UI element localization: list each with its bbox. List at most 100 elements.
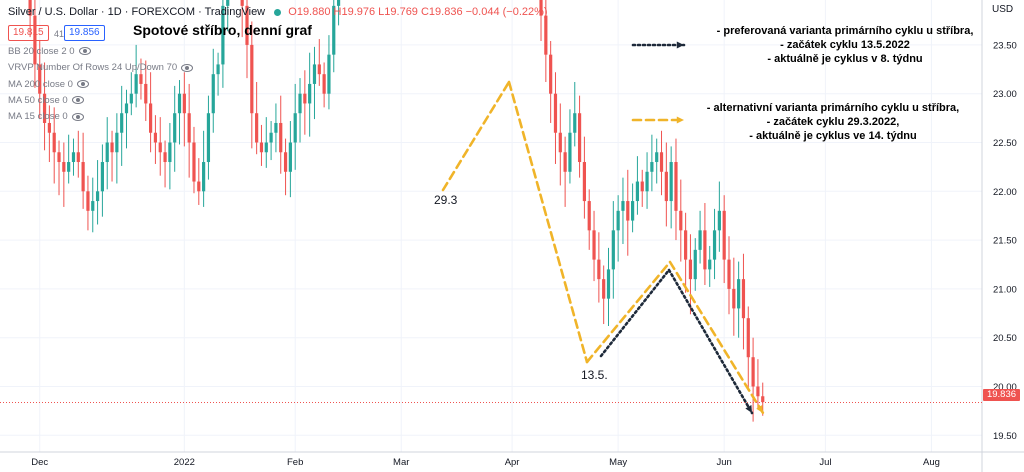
candle-body bbox=[327, 54, 331, 94]
y-tick-label: 20.50 bbox=[993, 333, 1017, 344]
candle-body bbox=[712, 230, 717, 260]
candle-body bbox=[95, 191, 100, 202]
indicator-vrvp[interactable]: VRVP Number Of Rows 24 Up/Down 70 bbox=[8, 60, 194, 76]
candle-body bbox=[631, 201, 635, 221]
indicator-vrvp-label: VRVP Number Of Rows 24 Up/Down 70 bbox=[8, 62, 178, 74]
eye-icon[interactable] bbox=[71, 96, 84, 105]
currency-label[interactable]: USD bbox=[992, 4, 1014, 15]
buy-price-button[interactable]: 19.856 bbox=[64, 25, 105, 41]
indicator-ma15-label: MA 15 close 0 bbox=[8, 111, 68, 123]
candle-body bbox=[28, 0, 32, 16]
y-tick-label: 22.50 bbox=[993, 138, 1017, 149]
candle-body bbox=[163, 152, 167, 163]
chart-title: Spotové stříbro, denní graf bbox=[133, 22, 312, 38]
eye-icon[interactable] bbox=[71, 112, 84, 121]
sell-price-button[interactable]: 19.815 bbox=[8, 25, 49, 41]
candle-body bbox=[756, 386, 760, 397]
indicator-ma200-label: MA 200 close 0 bbox=[8, 78, 73, 90]
x-tick-label: Dec bbox=[31, 457, 48, 468]
y-tick-label: 22.00 bbox=[993, 187, 1017, 198]
candle-body bbox=[81, 162, 85, 192]
candle-body bbox=[635, 181, 640, 202]
candle-body bbox=[269, 132, 273, 143]
y-tick-label: 21.50 bbox=[993, 236, 1017, 247]
candle-body bbox=[688, 259, 693, 280]
symbol-header: Silver / U.S. Dollar · 1D · FOREXCOM · T… bbox=[8, 6, 548, 18]
candle-body bbox=[553, 93, 558, 133]
candle-body bbox=[655, 152, 659, 163]
pref-cycle-leg-head bbox=[745, 405, 752, 413]
candle-body bbox=[221, 5, 225, 65]
candle-body bbox=[298, 93, 302, 114]
candle-body bbox=[115, 132, 119, 153]
indicator-ma200[interactable]: MA 200 close 0 bbox=[8, 77, 193, 93]
candle-body bbox=[168, 142, 172, 163]
alternative-cycle-note: - alternativní varianta primárního cyklu… bbox=[688, 101, 978, 143]
candle-body bbox=[47, 122, 51, 133]
symbol-name[interactable]: Silver / U.S. Dollar · 1D · FOREXCOM · T… bbox=[8, 6, 266, 18]
candle-body bbox=[110, 142, 114, 153]
candle-body bbox=[722, 210, 726, 260]
ohlc-values: O19.880 H19.976 L19.769 C19.836 −0.044 (… bbox=[288, 6, 548, 18]
candle-body bbox=[250, 44, 254, 114]
candle-body bbox=[255, 113, 259, 143]
candle-body bbox=[737, 279, 741, 309]
candle-body bbox=[577, 113, 582, 163]
candle-body bbox=[139, 74, 143, 84]
candle-body bbox=[129, 93, 133, 104]
candle-body bbox=[71, 152, 76, 163]
spread-value: 41 bbox=[54, 29, 65, 39]
indicator-ma15[interactable]: MA 15 close 0 bbox=[8, 109, 193, 125]
candle-body bbox=[303, 93, 307, 104]
candle-body bbox=[332, 5, 336, 55]
eye-icon[interactable] bbox=[78, 47, 91, 56]
candle-body bbox=[240, 0, 244, 6]
candle-body bbox=[124, 103, 129, 114]
candle-body bbox=[38, 64, 42, 94]
alt-cycle-leg bbox=[507, 80, 589, 364]
candle-body bbox=[558, 132, 562, 153]
y-tick-label: 21.00 bbox=[993, 284, 1017, 295]
eye-icon[interactable] bbox=[76, 80, 89, 89]
candle-body bbox=[279, 122, 283, 153]
candle-body bbox=[539, 0, 543, 16]
preferred-note-line: - začátek cyklu 13.5.2022 bbox=[780, 39, 910, 51]
candle-body bbox=[573, 113, 577, 133]
preferred-note-line: - aktuálně je cyklus v 8. týdnu bbox=[767, 53, 923, 65]
indicator-ma50[interactable]: MA 50 close 0 bbox=[8, 93, 193, 109]
candle-body bbox=[727, 259, 731, 289]
alternative-note-line: - alternativní varianta primárního cyklu… bbox=[706, 102, 960, 114]
candle-body bbox=[67, 162, 71, 172]
eye-icon[interactable] bbox=[181, 63, 194, 72]
candle-body bbox=[563, 152, 567, 172]
candle-body bbox=[57, 152, 61, 163]
candle-series bbox=[28, 0, 765, 422]
candle-body bbox=[158, 142, 162, 153]
y-tick-label: 20.00 bbox=[993, 382, 1017, 393]
alternative-note-line: - začátek cyklu 29.3.2022, bbox=[766, 116, 900, 128]
candle-body bbox=[153, 132, 158, 143]
candle-body bbox=[259, 142, 264, 153]
indicator-bb[interactable]: BB 20 close 2 0 bbox=[8, 44, 193, 60]
alt-cycle-leg bbox=[585, 260, 672, 364]
candle-body bbox=[245, 5, 249, 45]
candle-body bbox=[206, 113, 211, 163]
current-price-label: 19.836 bbox=[983, 389, 1020, 401]
candle-body bbox=[592, 230, 596, 260]
candle-body bbox=[62, 162, 66, 172]
candle-body bbox=[76, 152, 80, 163]
candle-body bbox=[708, 259, 712, 270]
indicator-legend: BB 20 close 2 0 VRVP Number Of Rows 24 U… bbox=[8, 44, 194, 125]
x-tick-label: May bbox=[609, 457, 627, 468]
x-tick-label: Feb bbox=[287, 457, 303, 468]
market-status-icon bbox=[274, 8, 282, 16]
alt-cycle-leg-head bbox=[756, 405, 763, 413]
candle-body bbox=[202, 162, 206, 192]
candle-body bbox=[602, 279, 606, 299]
candle-body bbox=[698, 230, 702, 250]
pref-cycle-start-label: 13.5. bbox=[581, 368, 608, 382]
candle-body bbox=[173, 113, 177, 143]
candle-body bbox=[650, 162, 654, 172]
